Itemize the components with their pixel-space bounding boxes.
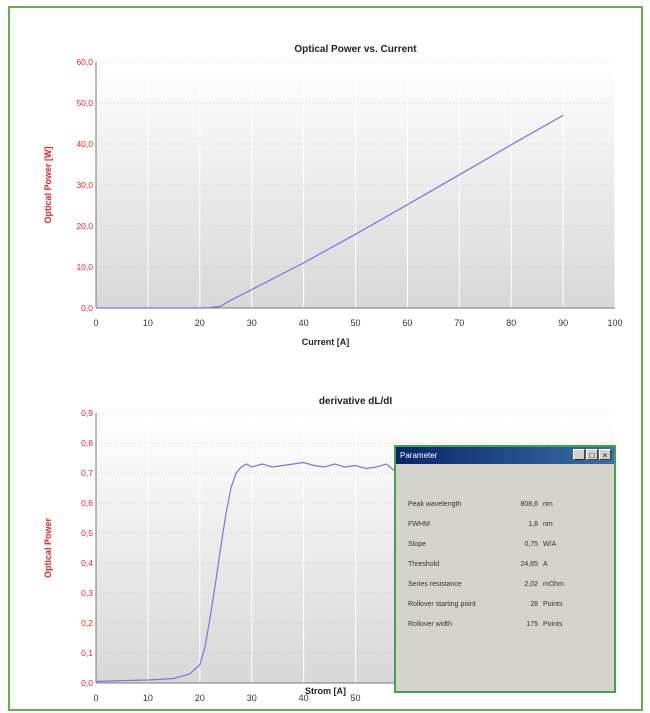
y-tick-label: 0,8: [81, 438, 93, 448]
y-tick-label: 0,2: [81, 618, 93, 628]
series-line: [96, 114, 564, 309]
x-tick-label: 20: [195, 693, 205, 703]
close-button[interactable]: ×: [599, 449, 611, 460]
param-value: 28: [530, 600, 538, 608]
param-label: Slope: [408, 540, 426, 548]
param-value: 1,8: [528, 520, 538, 528]
x-tick-label: 90: [558, 318, 568, 328]
param-unit: mOhm: [543, 580, 564, 588]
y-tick-label: 0,0: [81, 303, 93, 313]
y-tick-label: 20,0: [76, 221, 93, 231]
param-value: 24,65: [520, 560, 538, 568]
window-controls: _ □ ×: [573, 449, 611, 460]
maximize-button[interactable]: □: [586, 449, 598, 460]
param-value: 808,6: [520, 500, 538, 508]
param-row-fwhm: FWHM 1,8 nm: [408, 514, 608, 534]
param-value: 175: [526, 620, 538, 628]
param-label: Peak wavelength: [408, 500, 462, 508]
y-tick-label: 0,6: [81, 498, 93, 508]
param-unit: Points: [543, 620, 563, 628]
x-tick-label: 0: [93, 693, 98, 703]
chart-title: derivative dL/dI: [319, 396, 393, 407]
y-tick-label: 30,0: [76, 180, 93, 190]
param-row-slope: Slope 0,75 W/A: [408, 534, 608, 554]
x-tick-label: 80: [506, 318, 516, 328]
x-tick-label: 50: [350, 318, 360, 328]
parameter-titlebar[interactable]: Parameter _ □ ×: [396, 447, 614, 464]
x-axis-label: Strom [A]: [305, 686, 346, 696]
x-axis-label: Current [A]: [302, 337, 350, 347]
x-tick-label: 10: [143, 693, 153, 703]
x-tick-label: 100: [607, 318, 622, 328]
parameter-list: Peak wavelength 808,6 nm FWHM 1,8 nm Slo…: [396, 464, 614, 634]
y-tick-label: 0,7: [81, 468, 93, 478]
y-tick-label: 50,0: [76, 98, 93, 108]
x-tick-label: 30: [247, 693, 257, 703]
y-tick-label: 10,0: [76, 262, 93, 272]
parameter-title: Parameter: [400, 451, 438, 460]
y-axis-label: Optical Power [W]: [43, 146, 53, 223]
chart-1: 0 10 20 30 40 50 60 70 80 90 100 0,0 10,0 20,0 30,0 40,…: [43, 44, 623, 347]
y-tick-label: 60,0: [76, 57, 93, 67]
y-tick-label: 0,3: [81, 588, 93, 598]
y-tick-label: 0,4: [81, 558, 93, 568]
chart-title: Optical Power vs. Current: [294, 44, 417, 55]
param-label: Rollover starting point: [408, 600, 476, 608]
x-tick-label: 40: [299, 693, 309, 703]
param-unit: A: [543, 560, 548, 568]
param-row-threshold: Threshold 24,65 A: [408, 554, 608, 574]
x-tick-label: 60: [402, 318, 412, 328]
param-unit: nm: [543, 520, 553, 528]
x-tick-label: 50: [350, 693, 360, 703]
param-row-rollover-width: Rollover width 175 Points: [408, 614, 608, 634]
param-row-series-resistance: Series resistance 2,02 mOhm: [408, 574, 608, 594]
param-label: Threshold: [408, 560, 440, 568]
param-unit: Points: [543, 600, 563, 608]
y-tick-label: 0,1: [81, 648, 93, 658]
param-value: 0,75: [524, 540, 538, 548]
y-axis-label: Optical Power: [43, 518, 53, 579]
x-tick-label: 0: [93, 318, 98, 328]
param-unit: nm: [543, 500, 553, 508]
param-value: 2,02: [524, 580, 538, 588]
param-label: FWHM: [408, 520, 430, 528]
param-label: Series resistance: [408, 580, 462, 588]
y-tick-label: 0,9: [81, 408, 93, 418]
x-tick-label: 40: [299, 318, 309, 328]
x-tick-label: 10: [143, 318, 153, 328]
parameter-window: Parameter _ □ × Peak wavelength 808,6 nm…: [394, 445, 616, 693]
y-tick-label: 0,5: [81, 528, 93, 538]
y-tick-label: 0,0: [81, 678, 93, 688]
param-row-peak-wavelength: Peak wavelength 808,6 nm: [408, 494, 608, 514]
x-tick-label: 30: [247, 318, 257, 328]
minimize-button[interactable]: _: [573, 449, 585, 460]
param-unit: W/A: [543, 540, 557, 548]
y-tick-label: 40,0: [76, 139, 93, 149]
x-tick-label: 20: [195, 318, 205, 328]
param-label: Rollover width: [408, 620, 452, 628]
x-tick-label: 70: [454, 318, 464, 328]
series-line: [95, 461, 408, 683]
param-row-rollover-start: Rollover starting point 28 Points: [408, 594, 608, 614]
